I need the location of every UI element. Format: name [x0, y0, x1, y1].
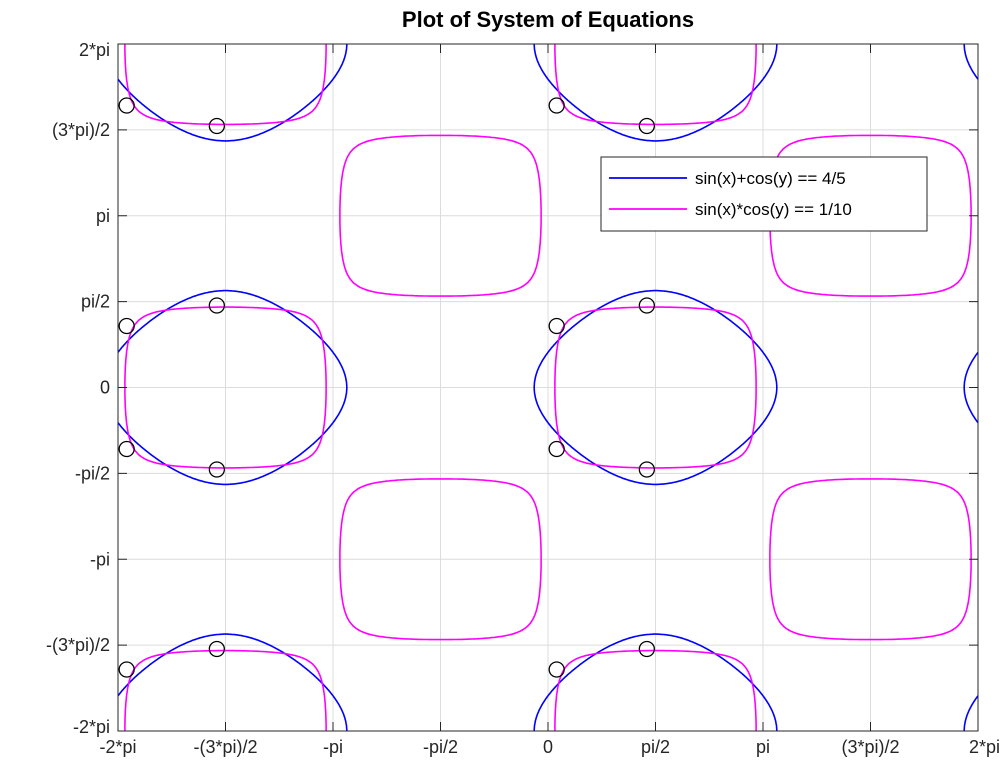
intersection-marker: [208, 640, 225, 658]
x-tick-label: 0: [543, 737, 553, 757]
intersection-marker: [638, 117, 655, 135]
y-tick-label: 0: [100, 378, 110, 398]
y-axis-ticks: 2*pi (3*pi)/2 pi pi/2 0 -pi/2 -pi -(3*pi)/2 -2*p…: [46, 40, 978, 737]
x-tick-label: -(3*pi)/2: [193, 737, 257, 757]
x-axis-ticks: -2*pi -(3*pi)/2 -pi -pi/2 0 pi/2 pi (3*pi)/2 2*p…: [99, 44, 1000, 757]
intersection-marker: [548, 97, 565, 114]
intersection-marker: [208, 297, 225, 314]
x-tick-label: -2*pi: [99, 737, 136, 757]
x-tick-label: -pi/2: [423, 737, 458, 757]
intersection-marker: [638, 461, 655, 478]
y-tick-label: -(3*pi)/2: [46, 635, 110, 655]
y-tick-label: -pi/2: [75, 463, 110, 483]
intersection-marker: [548, 661, 565, 678]
x-tick-label: 2*pi: [969, 737, 1000, 757]
x-tick-label: (3*pi)/2: [841, 737, 899, 757]
legend[interactable]: sin(x)+cos(y) == 4/5 sin(x)*cos(y) == 1/1…: [600, 156, 928, 232]
intersection-markers: [118, 97, 655, 678]
intersection-marker: [118, 661, 135, 678]
intersection-marker: [548, 440, 565, 458]
x-tick-label: -pi: [323, 737, 343, 757]
y-tick-label: pi/2: [81, 292, 110, 312]
grid: [117, 43, 979, 732]
legend-entry-label: sin(x)+cos(y) == 4/5: [695, 169, 846, 188]
intersection-marker: [208, 461, 225, 478]
x-tick-label: pi/2: [641, 737, 670, 757]
intersection-marker: [118, 440, 135, 458]
intersection-marker: [118, 97, 135, 114]
x-tick-label: pi: [756, 737, 770, 757]
chart-title: Plot of System of Equations: [402, 7, 694, 32]
intersection-marker: [638, 297, 655, 314]
y-tick-label: (3*pi)/2: [52, 120, 110, 140]
y-tick-label: -pi: [90, 549, 110, 569]
intersection-marker: [638, 640, 655, 658]
legend-entry-label: sin(x)*cos(y) == 1/10: [695, 200, 852, 219]
y-tick-label: -2*pi: [73, 717, 110, 737]
y-tick-label: 2*pi: [79, 40, 110, 60]
intersection-marker: [208, 117, 225, 135]
legend-box: [600, 156, 928, 232]
plot-curves: [118, 44, 978, 731]
intersection-marker: [548, 317, 565, 335]
y-tick-label: pi: [96, 206, 110, 226]
intersection-marker: [118, 317, 135, 335]
